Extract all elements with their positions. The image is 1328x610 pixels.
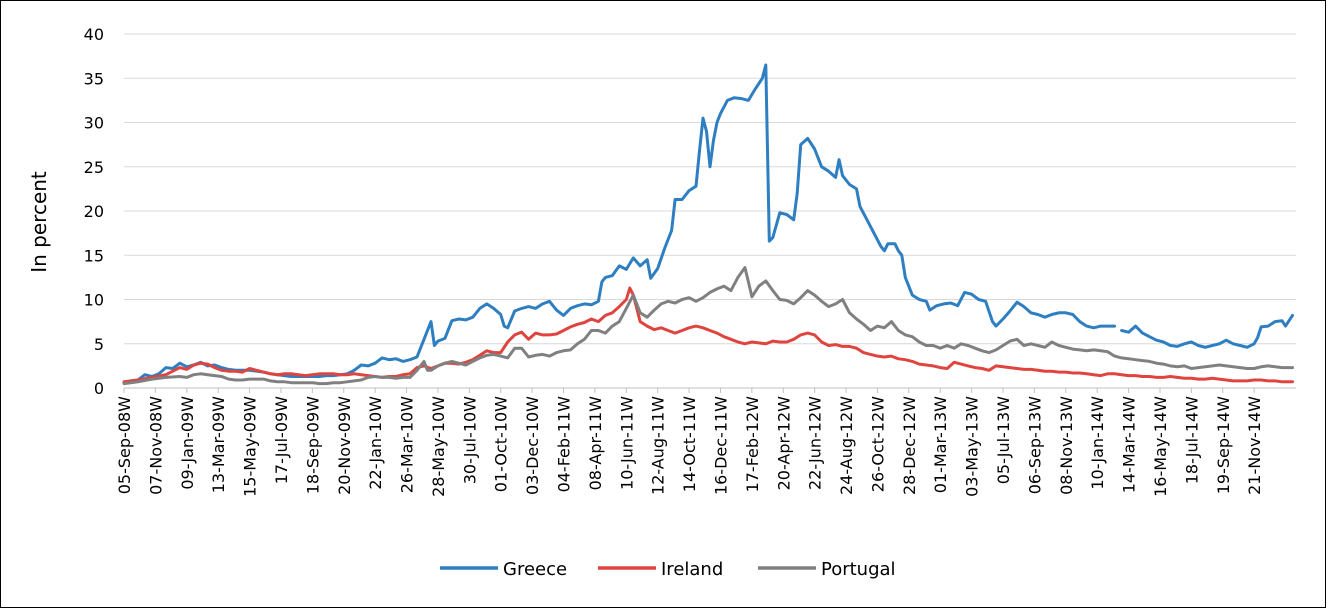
- legend: Greece Ireland Portugal: [440, 559, 896, 580]
- y-tick-labels: 0 5 10 15 20 25 30 35 40: [84, 25, 104, 398]
- series-line-ireland: [122, 286, 1294, 384]
- x-tick-label: 13-Mar-09W: [209, 396, 228, 493]
- x-tick-label: 07-Nov-08W: [146, 396, 165, 495]
- gridlines: [124, 33, 1296, 345]
- x-tick-label: 08-Nov-13W: [1057, 396, 1076, 495]
- x-tick-label: 28-May-10W: [429, 396, 448, 497]
- legend-label-portugal: Portugal: [821, 559, 896, 580]
- x-tick-label: 17-Jul-09W: [272, 396, 291, 484]
- x-tick-label: 24-Aug-12W: [837, 396, 856, 495]
- x-tick-label: 18-Sep-09W: [303, 396, 322, 494]
- x-tick-label: 18-Jul-14W: [1182, 396, 1201, 484]
- x-tick-label: 08-Apr-11W: [586, 396, 605, 491]
- y-tick-label: 30: [84, 114, 104, 133]
- x-axis: [123, 387, 1296, 393]
- x-tick-label: 16-May-14W: [1151, 396, 1170, 497]
- x-tick-label: 14-Oct-11W: [680, 396, 699, 492]
- x-tick-label: 01-Oct-10W: [492, 396, 511, 492]
- x-tick-label: 04-Feb-11W: [555, 396, 574, 493]
- legend-label-greece: Greece: [503, 559, 567, 580]
- x-tick-label: 22-Jun-12W: [806, 396, 825, 490]
- x-tick-labels: 05-Sep-08W 07-Nov-08W 09-Jan-09W 13-Mar-09W…: [115, 396, 1264, 497]
- x-tick-label: 10-Jan-14W: [1088, 396, 1107, 490]
- x-tick-label: 01-Mar-13W: [931, 396, 950, 493]
- x-tick-label: 05-Jul-13W: [994, 396, 1013, 484]
- series-line-greece: [122, 63, 1294, 385]
- x-tick-label: 10-Jun-11W: [617, 396, 636, 490]
- x-tick-label: 28-Dec-12W: [900, 396, 919, 495]
- x-tick-label: 17-Feb-12W: [743, 396, 762, 493]
- x-tick-label: 12-Aug-11W: [649, 396, 668, 495]
- x-tick-label: 21-Nov-14W: [1245, 396, 1264, 495]
- y-tick-label: 20: [84, 202, 104, 221]
- x-tick-label: 20-Apr-12W: [774, 396, 793, 491]
- x-tick-label: 14-Mar-14W: [1120, 396, 1139, 493]
- legend-label-ireland: Ireland: [661, 559, 723, 580]
- x-tick-label: 26-Oct-12W: [868, 396, 887, 492]
- x-tick-label: 19-Sep-14W: [1214, 396, 1233, 494]
- y-tick-label: 25: [84, 158, 104, 177]
- x-tick-label: 05-Sep-08W: [115, 396, 134, 494]
- x-tick-label: 03-May-13W: [963, 396, 982, 497]
- y-tick-label: 10: [84, 291, 104, 310]
- x-tick-label: 15-May-09W: [241, 396, 260, 497]
- y-axis-label: In percent: [27, 171, 51, 273]
- series-line-portugal: [122, 266, 1294, 386]
- x-tick-label: 09-Jan-09W: [178, 396, 197, 490]
- series-lines: [122, 63, 1294, 386]
- y-tick-label: 0: [94, 379, 104, 398]
- x-tick-label: 22-Jan-10W: [366, 396, 385, 490]
- x-tick-label: 30-Jul-10W: [460, 396, 479, 484]
- y-tick-label: 5: [94, 335, 104, 354]
- x-tick-label: 06-Sep-13W: [1025, 396, 1044, 494]
- y-tick-label: 35: [84, 69, 104, 88]
- x-tick-label: 20-Nov-09W: [335, 396, 354, 495]
- y-tick-label: 40: [84, 25, 104, 44]
- x-tick-label: 03-Dec-10W: [523, 396, 542, 495]
- y-tick-label: 15: [84, 246, 104, 265]
- x-tick-label: 16-Dec-11W: [711, 396, 730, 495]
- x-tick-label: 26-Mar-10W: [398, 396, 417, 493]
